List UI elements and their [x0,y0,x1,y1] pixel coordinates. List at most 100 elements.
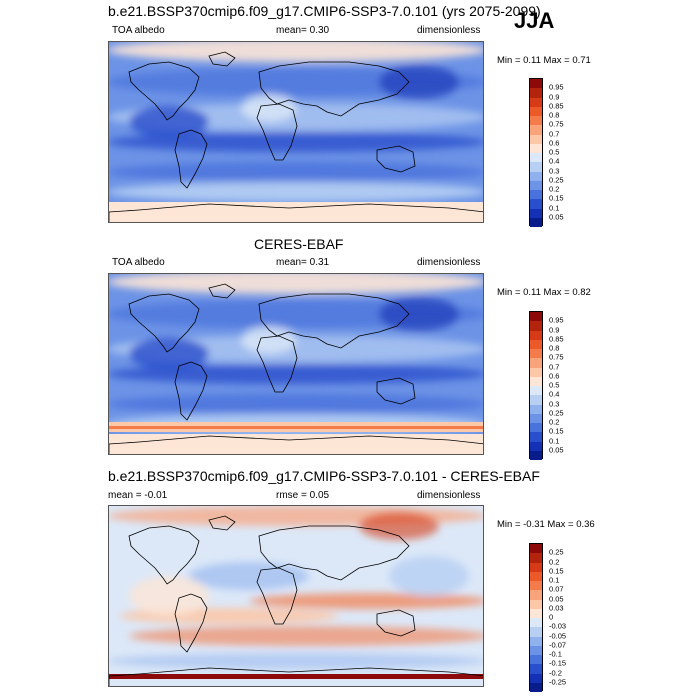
panel-2-colorbar [529,311,543,460]
colorbar-swatch [530,143,542,153]
colorbar-tick-label: 0.6 [549,371,560,381]
panel-1-map [108,41,484,223]
panel-3-title: b.e21.BSSP370cmip6.f09_g17.CMIP6-SSP3-7.… [108,468,540,484]
colorbar-swatch [530,208,542,218]
colorbar-tick-label: -0.1 [549,649,562,659]
colorbar-swatch [530,162,542,172]
panel-1-mean-label: mean= 0.30 [276,25,330,36]
colorbar-swatch [530,404,542,414]
colorbar-tick-label: -0.03 [549,621,567,631]
colorbar-tick-label: 0.5 [549,380,560,390]
colorbar-tick-label: 0.2 [549,417,560,427]
colorbar-tick-label: 0.25 [549,408,564,418]
colorbar-swatch [530,321,542,331]
panel-1-variable-label: TOA albedo [112,25,165,36]
colorbar-swatch [530,153,542,163]
colorbar-tick-label: 0.3 [549,166,560,175]
colorbar-tick-label: 0.05 [549,594,564,603]
colorbar-tick-label: 0.25 [549,175,564,185]
colorbar-swatch [530,312,542,322]
colorbar-swatch [530,673,542,683]
colorbar-swatch [530,349,542,359]
colorbar-tick-label: 0.8 [549,110,560,120]
colorbar-tick-label: 0.15 [549,193,564,203]
colorbar-swatch [530,367,542,377]
colorbar-swatch [530,562,542,572]
season-label: JJA [514,8,555,33]
colorbar-tick-label: 0.1 [549,575,560,585]
colorbar-swatch [530,682,542,692]
panel-1-units-label: dimensionless [417,25,481,36]
panel-3-rmse-label: rmse = 0.05 [276,490,330,501]
colorbar-tick-label: 0.95 [549,315,564,325]
panel-2-mean-label: mean= 0.31 [276,257,330,268]
colorbar-tick-label: 0.5 [549,147,560,157]
colorbar-tick-label: 0.25 [549,547,564,557]
colorbar-tick-label: 0.4 [549,389,560,399]
colorbar-swatch [530,116,542,126]
colorbar-tick-label: 0.07 [549,584,564,594]
colorbar-tick-label: -0.07 [549,640,567,650]
panel-2-minmax-label: Min = 0.11 Max = 0.82 [497,287,591,298]
colorbar-swatch [530,423,542,433]
colorbar-swatch [530,544,542,554]
colorbar-tick-label: 0.85 [549,334,564,344]
panel-1-colorbar [529,78,543,227]
colorbar-tick-label: 0.15 [549,426,564,436]
panel-3-colorbar [529,543,543,692]
colorbar-swatch [530,330,542,340]
colorbar-tick-label: 0.3 [549,399,560,408]
colorbar-swatch [530,190,542,200]
colorbar-swatch [530,432,542,442]
colorbar-swatch [530,395,542,405]
colorbar-swatch [530,627,542,637]
colorbar-swatch [530,599,542,609]
panel-2-units-label: dimensionless [417,257,481,268]
colorbar-swatch [530,217,542,227]
colorbar-tick-label: 0.75 [549,119,564,129]
colorbar-swatch [530,571,542,581]
colorbar-swatch [530,339,542,349]
colorbar-swatch [530,590,542,600]
colorbar-tick-label: 0.7 [549,362,560,371]
panel-2-variable-label: TOA albedo [112,257,165,268]
colorbar-tick-label: 0.85 [549,101,564,111]
colorbar-swatch [530,106,542,116]
colorbar-tick-label: -0.2 [549,668,562,677]
panel-2-title: CERES-EBAF [254,236,344,252]
colorbar-swatch [530,171,542,181]
colorbar-swatch [530,125,542,135]
colorbar-swatch [530,358,542,368]
colorbar-tick-label: 0.05 [549,445,564,455]
colorbar-swatch [530,655,542,665]
colorbar-tick-label: 0.6 [549,138,560,148]
colorbar-swatch [530,97,542,107]
panel-1-minmax-label: Min = 0.11 Max = 0.71 [497,55,591,66]
colorbar-tick-label: -0.15 [549,658,567,668]
colorbar-tick-label: -0.05 [549,631,567,640]
colorbar-tick-label: 0.2 [549,557,560,566]
colorbar-tick-label: 0.03 [549,603,564,613]
colorbar-swatch [530,645,542,655]
colorbar-tick-label: 0.75 [549,352,564,362]
colorbar-swatch [530,450,542,460]
colorbar-tick-label: 0.8 [549,343,560,353]
colorbar-swatch [530,134,542,144]
colorbar-swatch [530,636,542,646]
colorbar-swatch [530,608,542,618]
colorbar-tick-label: 0.9 [549,325,560,334]
colorbar-tick-label: 0.9 [549,92,560,101]
colorbar-tick-label: 0 [549,612,554,622]
colorbar-tick-label: 0.1 [549,203,560,212]
colorbar-tick-label: 0.4 [549,156,560,166]
panel-3-minmax-label: Min = -0.31 Max = 0.36 [497,519,595,530]
colorbar-swatch [530,199,542,209]
colorbar-swatch [530,441,542,451]
panel-3-map [108,505,484,687]
colorbar-swatch [530,386,542,396]
colorbar-swatch [530,180,542,190]
colorbar-swatch [530,553,542,563]
colorbar-tick-label: 0.7 [549,129,560,138]
colorbar-tick-label: 0.2 [549,184,560,194]
panel-2-map [108,273,484,455]
